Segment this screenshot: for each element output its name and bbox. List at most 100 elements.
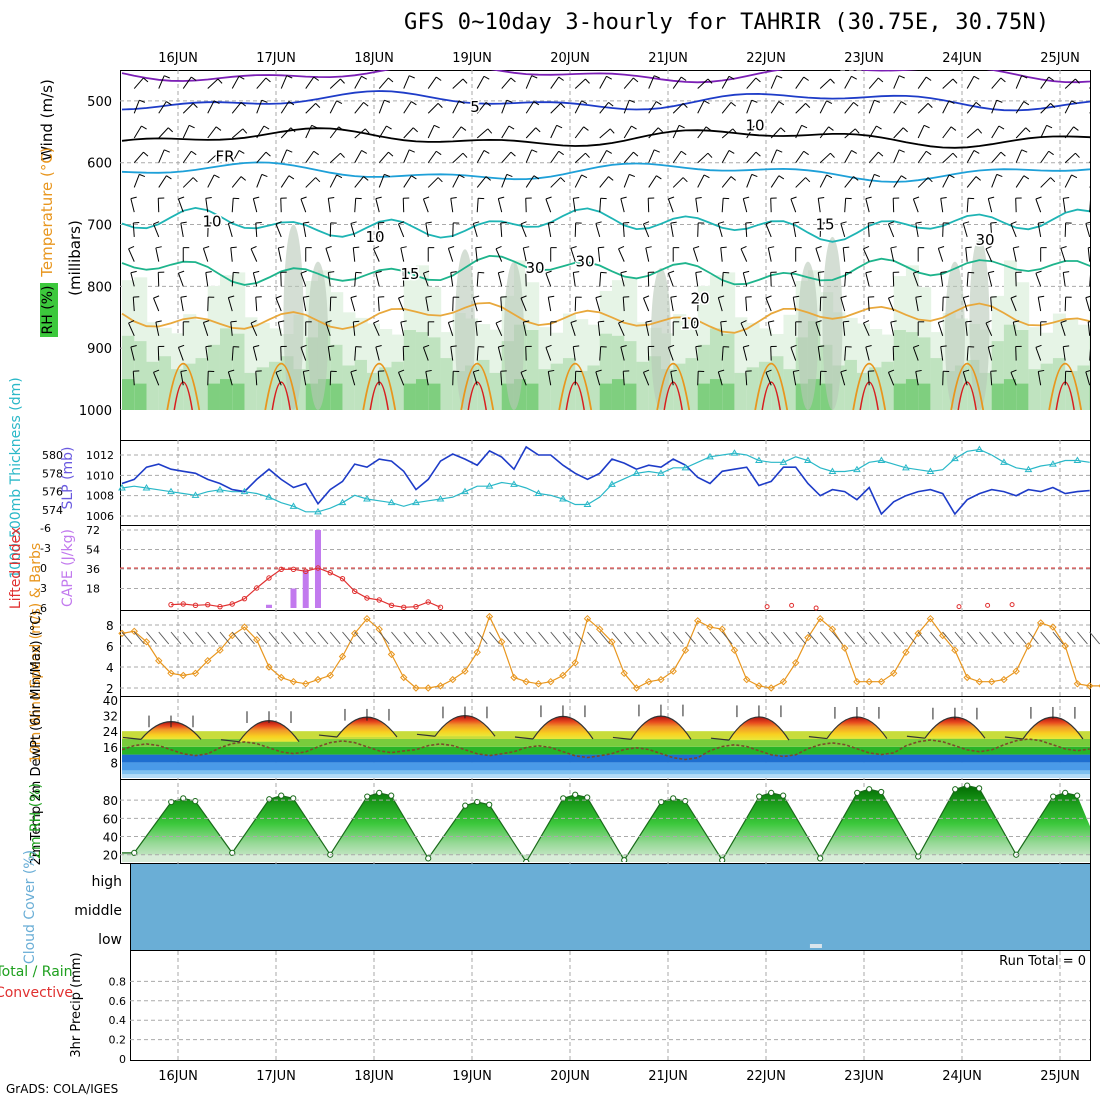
rh-shade <box>673 363 687 410</box>
rh-shade <box>697 383 711 410</box>
wind-barb <box>525 175 535 188</box>
li-tick-label: 6 <box>40 602 47 615</box>
wind-barb-flag <box>570 245 577 249</box>
wind-barb-flag <box>363 176 369 181</box>
wind-barb-flag <box>128 245 135 250</box>
wind-speed-marker <box>485 612 494 621</box>
wind-barb <box>352 321 356 336</box>
rh-shade <box>256 367 270 410</box>
wind-barb <box>765 297 772 312</box>
wind-barb-flag <box>336 100 343 104</box>
wind-barb <box>740 248 748 262</box>
thickness-marker <box>1073 456 1082 463</box>
wind-barb <box>746 100 753 114</box>
wind-barb <box>1040 103 1051 114</box>
wind-barb-flag <box>780 127 786 133</box>
rh-tick-label: 40 <box>103 831 118 845</box>
wind-barb-flag <box>718 295 725 299</box>
li-marker <box>278 566 284 573</box>
wind-barb <box>966 198 969 213</box>
wind-barb-flag <box>325 320 332 323</box>
wind-barb-flag <box>373 245 380 250</box>
wind-barb <box>620 346 625 361</box>
wind-barb <box>231 128 244 139</box>
wind-barb <box>697 78 709 89</box>
rh-shade <box>918 383 932 410</box>
surface-wind-barb <box>427 631 439 645</box>
wind-speed-marker <box>302 680 310 688</box>
wind-speed-marker <box>840 644 849 652</box>
wind-speed-marker <box>644 677 653 686</box>
surface-wind-barb <box>256 631 268 645</box>
wind-barb-flag <box>653 75 660 79</box>
wind-frame <box>120 610 1091 697</box>
wind-barb-flag <box>1035 270 1042 274</box>
wind-barb-flag <box>743 196 750 200</box>
contour-label: 10 <box>202 212 221 230</box>
wind-barb-flag <box>275 369 282 373</box>
wind-barb-flag <box>874 173 880 178</box>
rh-marker <box>976 785 983 792</box>
rh-tick-label: 60 <box>103 812 118 826</box>
wind-barb <box>256 125 265 139</box>
wind-barb-flag <box>1075 152 1080 158</box>
wind-barb <box>672 76 682 89</box>
li-marker <box>364 595 370 601</box>
wind-barb-flag <box>793 295 800 298</box>
surface-wind-barb <box>587 631 598 645</box>
rh-tower <box>822 236 843 410</box>
wind-barb <box>765 372 772 386</box>
wind-barb-flag <box>217 152 223 158</box>
wind-barb-flag <box>1025 127 1031 133</box>
wind-barb-flag <box>535 127 541 133</box>
wind-barb-flag <box>695 345 702 348</box>
li-marker <box>956 604 962 610</box>
date-tick-bottom: 25JUN <box>1040 1069 1080 1084</box>
rh-marker <box>572 791 579 798</box>
surface-wind-barb <box>734 631 745 645</box>
wind-barb-flag <box>558 76 564 81</box>
wind-barb-flag <box>400 246 407 249</box>
wind-barb <box>302 297 307 312</box>
precip-tick-label: 0.2 <box>109 1034 127 1047</box>
wind-barb-flag <box>1048 150 1054 156</box>
wind-speed-marker <box>204 656 212 665</box>
wind-barb-flag <box>996 99 1003 103</box>
rh-marker <box>878 788 885 796</box>
wind-barb <box>599 272 602 287</box>
wind-barb <box>1064 174 1072 188</box>
wind-barb <box>325 248 331 262</box>
wind-barb <box>158 175 167 188</box>
li-marker <box>303 568 309 575</box>
wind-barb <box>599 102 609 114</box>
li-marker <box>327 569 333 576</box>
wind-barb-flag <box>556 124 563 129</box>
wind-barb-flag <box>1050 177 1056 183</box>
wind-barb-flag <box>608 102 614 107</box>
wind-barb-flag <box>423 344 430 348</box>
rh-marker <box>376 789 383 797</box>
wind-barb-flag <box>1088 321 1090 323</box>
wind-barb <box>720 247 723 262</box>
surface-wind-barb <box>366 631 378 645</box>
date-tick-bottom: 19JUN <box>452 1069 492 1084</box>
wind-barb-flag <box>437 177 443 183</box>
wind-speed-marker <box>1061 642 1069 650</box>
rh-shade <box>1016 383 1030 410</box>
wind-barb-flag <box>851 75 857 80</box>
wind-speed-marker <box>522 677 530 686</box>
wind-barb <box>1010 297 1017 312</box>
wind-barb-flag <box>433 124 440 129</box>
wind-barb <box>599 346 602 361</box>
wind-barb-flag <box>315 177 321 183</box>
wind-barb-flag <box>840 221 847 224</box>
rh-tower <box>797 261 818 410</box>
date-tick-top: 21JUN <box>648 51 688 66</box>
wind-barb <box>865 272 870 287</box>
wind-barb-flag <box>548 369 555 372</box>
wind-barb <box>1012 322 1017 336</box>
wind-barb <box>742 346 748 361</box>
wind-barb <box>985 248 993 262</box>
wind-barb <box>354 76 362 89</box>
wind-barb <box>182 103 194 114</box>
